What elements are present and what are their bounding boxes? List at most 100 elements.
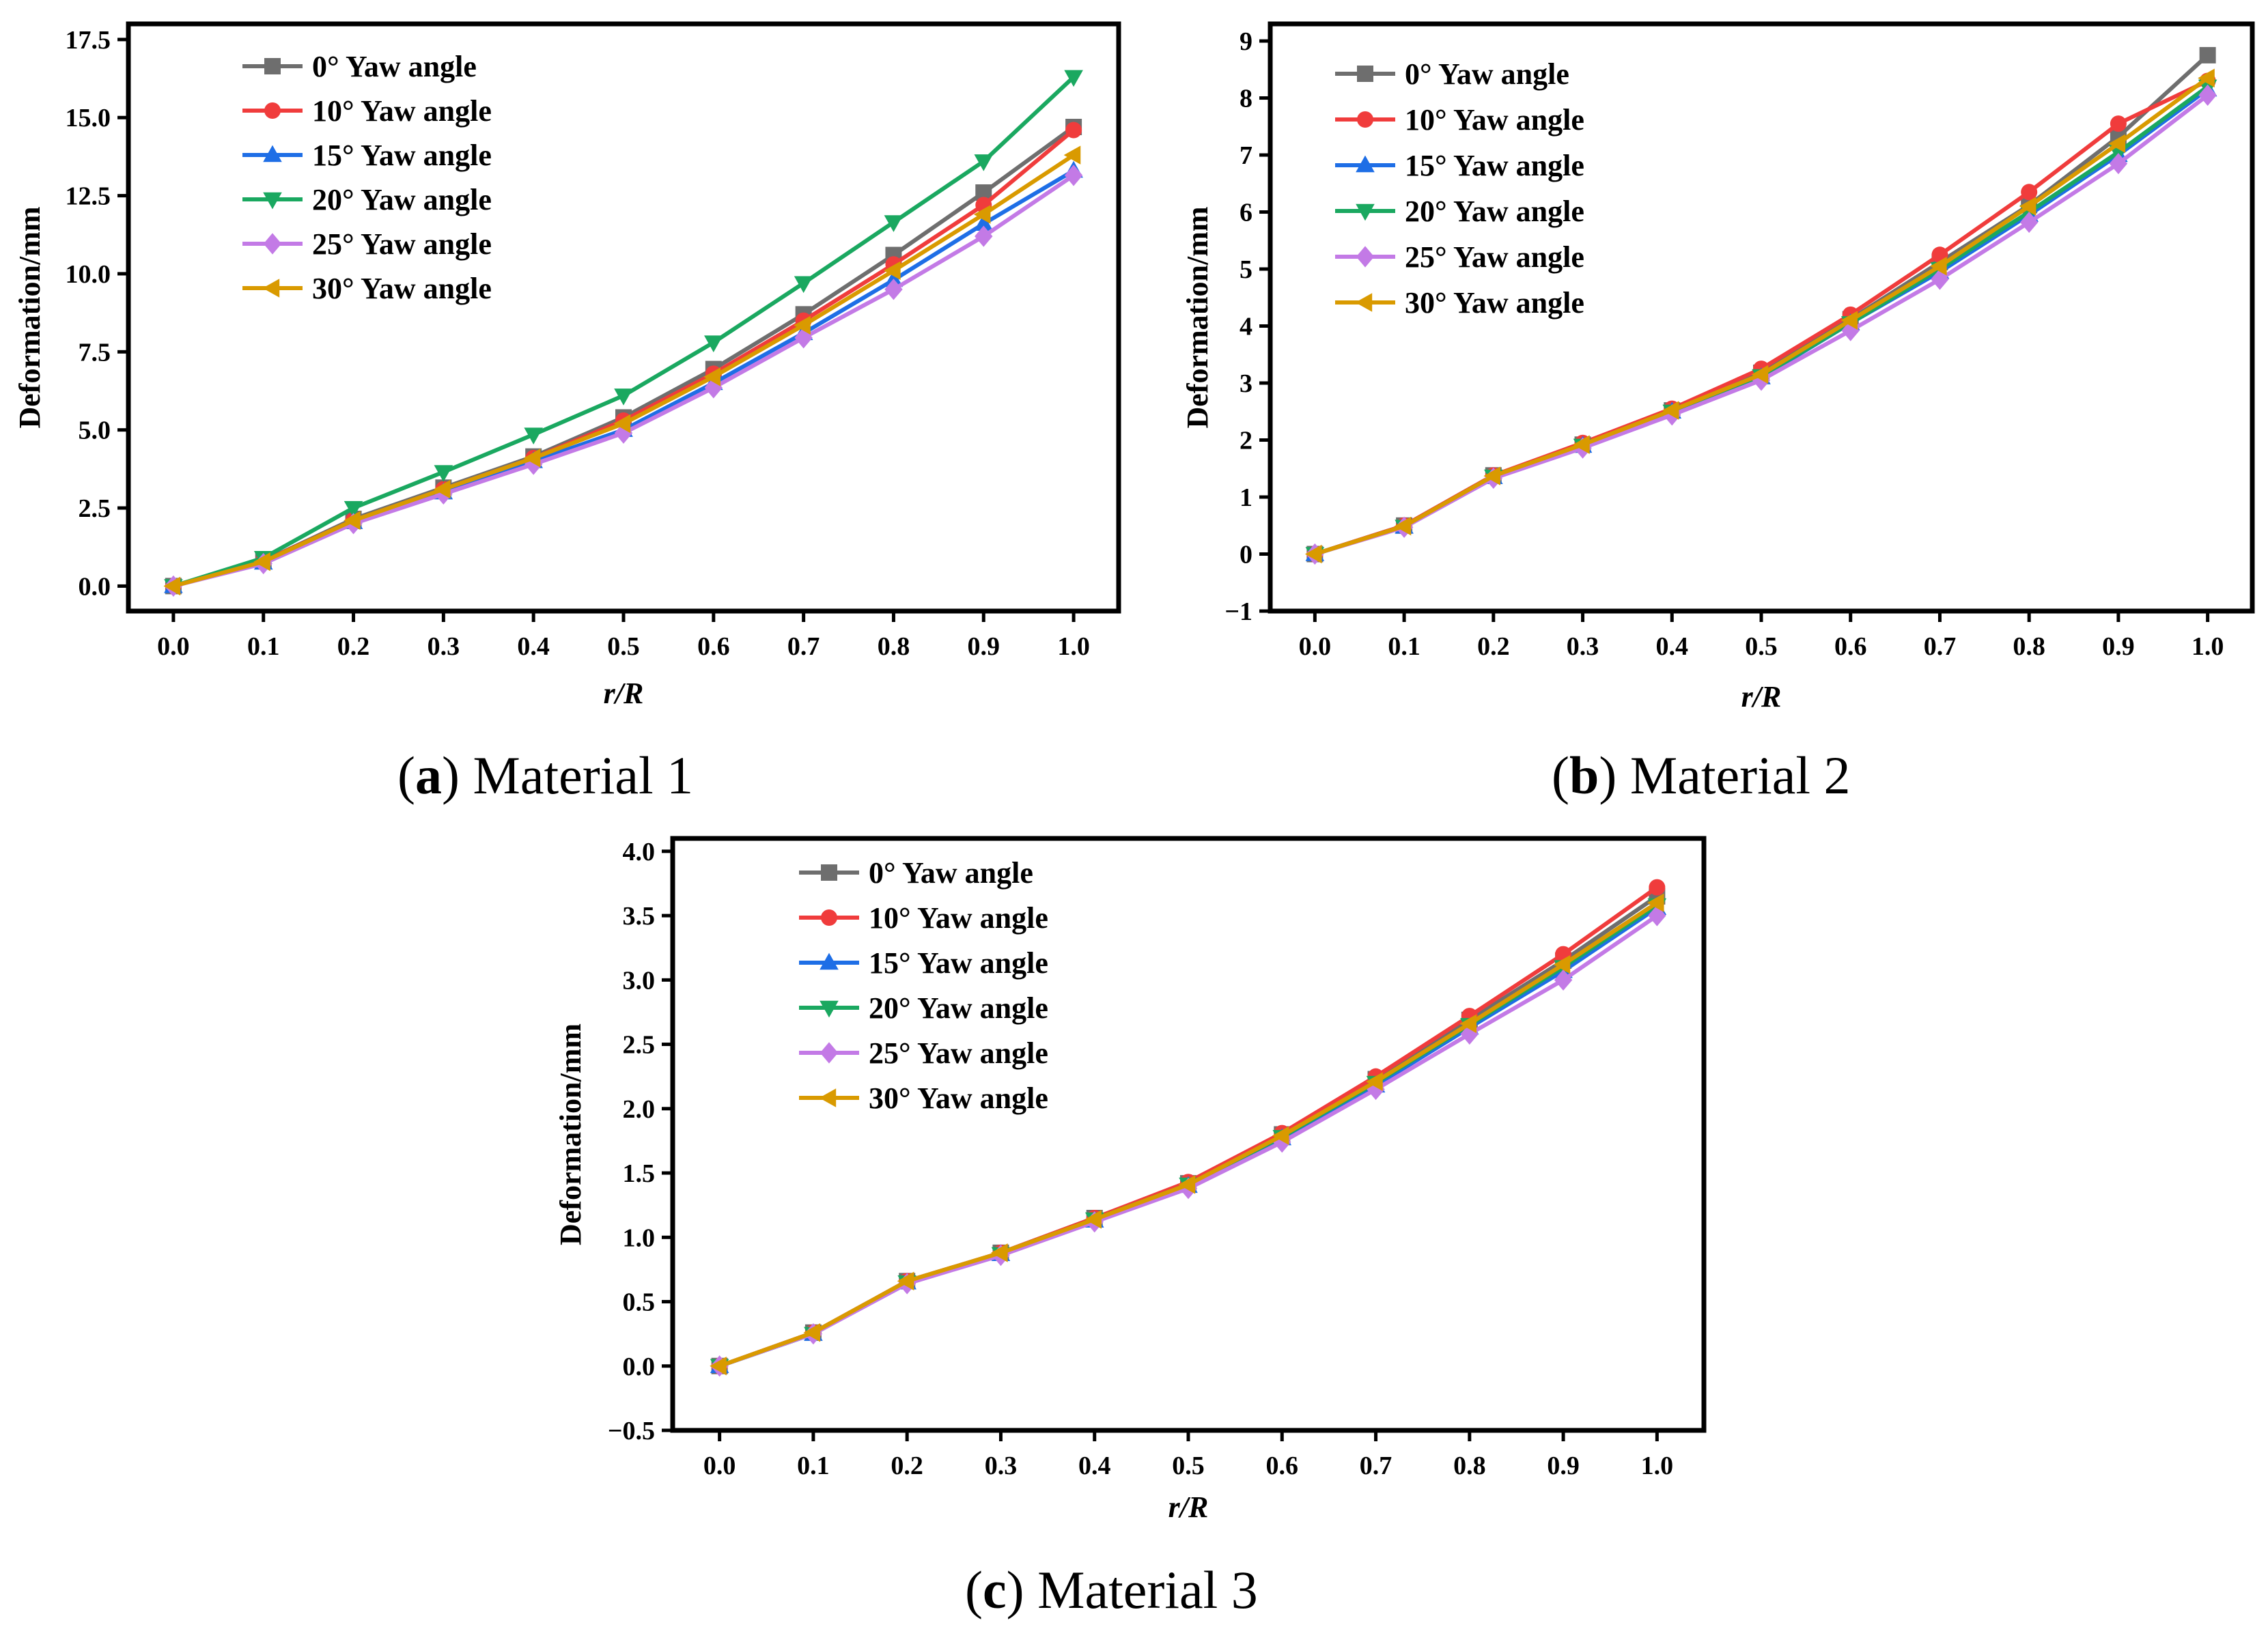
data-point — [1394, 516, 1412, 536]
legend-label: 30° Yaw angle — [869, 1081, 1048, 1115]
data-point — [975, 184, 992, 201]
caption-b-letter: b — [1569, 746, 1599, 805]
series-line — [173, 75, 1076, 589]
legend-marker — [1357, 66, 1373, 82]
y-tick-label: 5 — [1240, 255, 1252, 284]
y-tick-label: 7 — [1240, 141, 1252, 170]
x-tick-label: 0.6 — [1266, 1452, 1299, 1480]
x-tick-label: 0.6 — [1834, 632, 1867, 661]
y-tick-label: 0.5 — [623, 1288, 656, 1317]
legend-marker — [821, 864, 837, 881]
data-point — [1751, 365, 1769, 384]
legend-marker — [1356, 155, 1375, 173]
legend-label: 10° Yaw angle — [1405, 103, 1584, 137]
x-tick-label: 0.7 — [1924, 632, 1957, 661]
x-tick-label: 0.2 — [337, 632, 370, 661]
x-tick-label: 0.9 — [2102, 632, 2135, 661]
x-tick-label: 0.9 — [968, 632, 1000, 661]
data-point — [704, 335, 723, 352]
data-point — [1272, 1126, 1289, 1146]
x-tick-label: 0.7 — [1360, 1452, 1392, 1480]
data-point — [973, 205, 991, 224]
y-axis-label: Deformation/mm — [13, 206, 46, 428]
legend-label: 20° Yaw angle — [1405, 195, 1584, 228]
series-line — [718, 903, 1659, 1368]
y-tick-label: 2 — [1240, 427, 1252, 455]
x-tick-label: 0.9 — [1547, 1452, 1580, 1480]
y-axis-label: Deformation/mm — [554, 1023, 587, 1245]
x-tick-label: 0.7 — [787, 632, 820, 661]
y-tick-label: 2.5 — [79, 494, 111, 523]
y-tick-label: 17.5 — [66, 26, 111, 55]
plot-frame — [670, 836, 1707, 1433]
data-point — [2198, 84, 2217, 106]
legend-marker — [820, 1000, 839, 1018]
legend-label: 20° Yaw angle — [869, 991, 1048, 1025]
y-tick-label: 12.5 — [66, 182, 111, 211]
x-tick-label: 0.3 — [985, 1452, 1018, 1480]
x-tick-label: 0.1 — [1388, 632, 1420, 661]
chart-material-1: 0.0 0.1 0.2 0.3 0.4 0.5 0.6 0.7 0.8 0.9 1.0 0.0 2.5 5… — [13, 21, 1121, 710]
data-point — [974, 154, 994, 171]
legend-label: 15° Yaw angle — [312, 139, 492, 172]
data-point — [710, 1356, 727, 1376]
x-tick-label: 0.2 — [1477, 632, 1510, 661]
data-point — [344, 500, 363, 518]
data-point — [703, 367, 721, 386]
y-tick-label: 4.0 — [623, 838, 656, 866]
series-line — [173, 153, 1075, 589]
x-tick-label: 0.8 — [1453, 1452, 1486, 1480]
data-point — [794, 276, 813, 294]
y-tick-label: 6 — [1240, 199, 1252, 227]
legend-label: 30° Yaw angle — [312, 272, 492, 305]
data-point — [975, 225, 993, 247]
data-point — [2198, 68, 2215, 88]
data-point — [434, 465, 453, 482]
data-point — [1840, 311, 1858, 330]
legend-label: 0° Yaw angle — [1405, 57, 1569, 91]
legend-marker — [263, 145, 282, 162]
legend-marker — [263, 233, 282, 255]
data-point — [2021, 184, 2038, 201]
data-point — [2108, 134, 2126, 154]
x-tick-label: 0.1 — [797, 1452, 830, 1480]
x-tick-label: 0.8 — [2013, 632, 2045, 661]
y-tick-label: 5.0 — [79, 416, 111, 445]
chart-material-3: 0.0 0.1 0.2 0.3 0.4 0.5 0.6 0.7 0.8 0.9 1.0 −0.5 0.0… — [554, 836, 1707, 1524]
legend-label: 15° Yaw angle — [869, 946, 1048, 980]
legend-marker — [1355, 293, 1373, 312]
y-tick-label: 1 — [1240, 483, 1252, 512]
legend-marker — [820, 952, 839, 970]
legend-marker — [1356, 203, 1375, 221]
data-point — [2019, 211, 2039, 234]
data-point — [974, 214, 994, 231]
y-tick-label: 3.5 — [623, 902, 656, 931]
series-line — [718, 894, 1659, 1368]
data-point — [253, 552, 270, 571]
data-point — [1573, 435, 1590, 454]
caption-c-letter: c — [983, 1560, 1007, 1619]
data-point — [1064, 165, 1083, 186]
series-line — [718, 901, 1659, 1368]
x-tick-label: 0.4 — [1656, 632, 1689, 661]
x-tick-label: 0.1 — [247, 632, 280, 661]
data-point — [523, 449, 541, 468]
y-tick-label: 8 — [1240, 85, 1252, 113]
y-tick-label: 1.0 — [623, 1223, 656, 1252]
data-point — [1752, 369, 1771, 391]
legend-marker — [264, 58, 281, 74]
y-tick-label: 2.0 — [623, 1095, 656, 1124]
y-tick-label: 9 — [1240, 27, 1252, 56]
x-tick-label: 0.0 — [157, 632, 190, 661]
legend-label: 30° Yaw angle — [1405, 286, 1584, 320]
y-tick-label: 0.0 — [623, 1353, 656, 1381]
y-tick-label: −1 — [1224, 597, 1252, 626]
y-tick-label: 15.0 — [66, 104, 111, 132]
x-tick-label: 0.3 — [1567, 632, 1599, 661]
x-tick-label: 0.0 — [703, 1452, 736, 1480]
data-point — [524, 453, 543, 475]
data-point — [1064, 70, 1083, 87]
caption-a-text: Material 1 — [460, 746, 693, 805]
y-tick-label: 0.0 — [79, 572, 111, 601]
data-point — [614, 388, 633, 406]
